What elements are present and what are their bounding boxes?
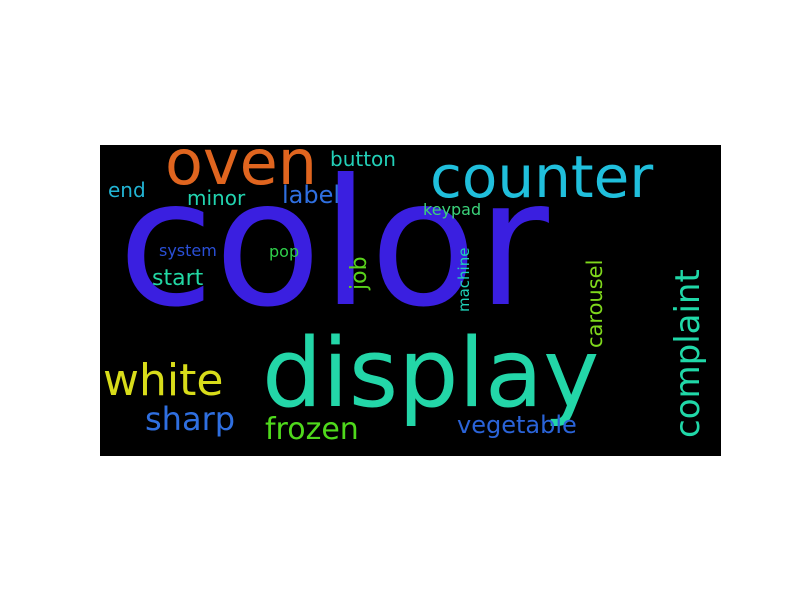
word-system: system (159, 241, 217, 260)
word-pop: pop (269, 242, 300, 261)
word-button: button (330, 147, 396, 171)
word-complaint: complaint (668, 269, 708, 438)
word-vegetable: vegetable (457, 411, 577, 439)
word-keypad: keypad (423, 200, 482, 219)
word-end: end (108, 178, 146, 202)
word-minor: minor (187, 186, 246, 210)
word-display: display (262, 319, 600, 429)
word-cloud: color display oven counter white complai… (100, 145, 721, 456)
word-oven: oven (165, 145, 318, 199)
word-job: job (347, 256, 372, 290)
word-sharp: sharp (145, 400, 236, 438)
word-white: white (103, 355, 224, 406)
word-start: start (152, 266, 204, 291)
word-label: label (282, 181, 341, 209)
word-machine: machine (455, 247, 473, 312)
word-color: color (118, 145, 549, 346)
word-frozen: frozen (265, 412, 359, 447)
word-carousel: carousel (583, 259, 607, 348)
word-counter: counter (430, 145, 654, 211)
